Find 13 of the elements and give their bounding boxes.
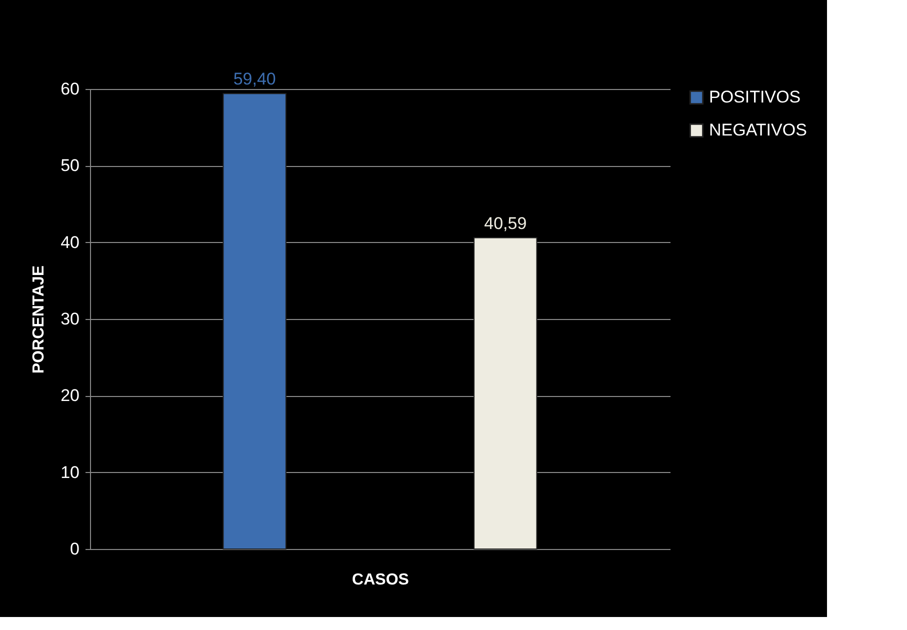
y-tick-label: 60 [60, 80, 80, 98]
y-tick-label: 40 [60, 232, 80, 252]
y-tick-label: 50 [60, 156, 80, 176]
x-axis-title: CASOS [352, 572, 410, 588]
y-tick-label: 20 [60, 386, 80, 406]
legend-label: POSITIVOS [709, 88, 801, 106]
y-axis-title: PORCENTAJE [30, 265, 48, 374]
data-label: 59,40 [233, 70, 276, 89]
data-label: 40,59 [484, 214, 527, 233]
legend-label: NEGATIVOS [709, 120, 807, 140]
y-tick-label: 0 [70, 540, 80, 558]
y-tick-label: 10 [60, 462, 80, 482]
y-tick-label: 30 [60, 310, 80, 328]
